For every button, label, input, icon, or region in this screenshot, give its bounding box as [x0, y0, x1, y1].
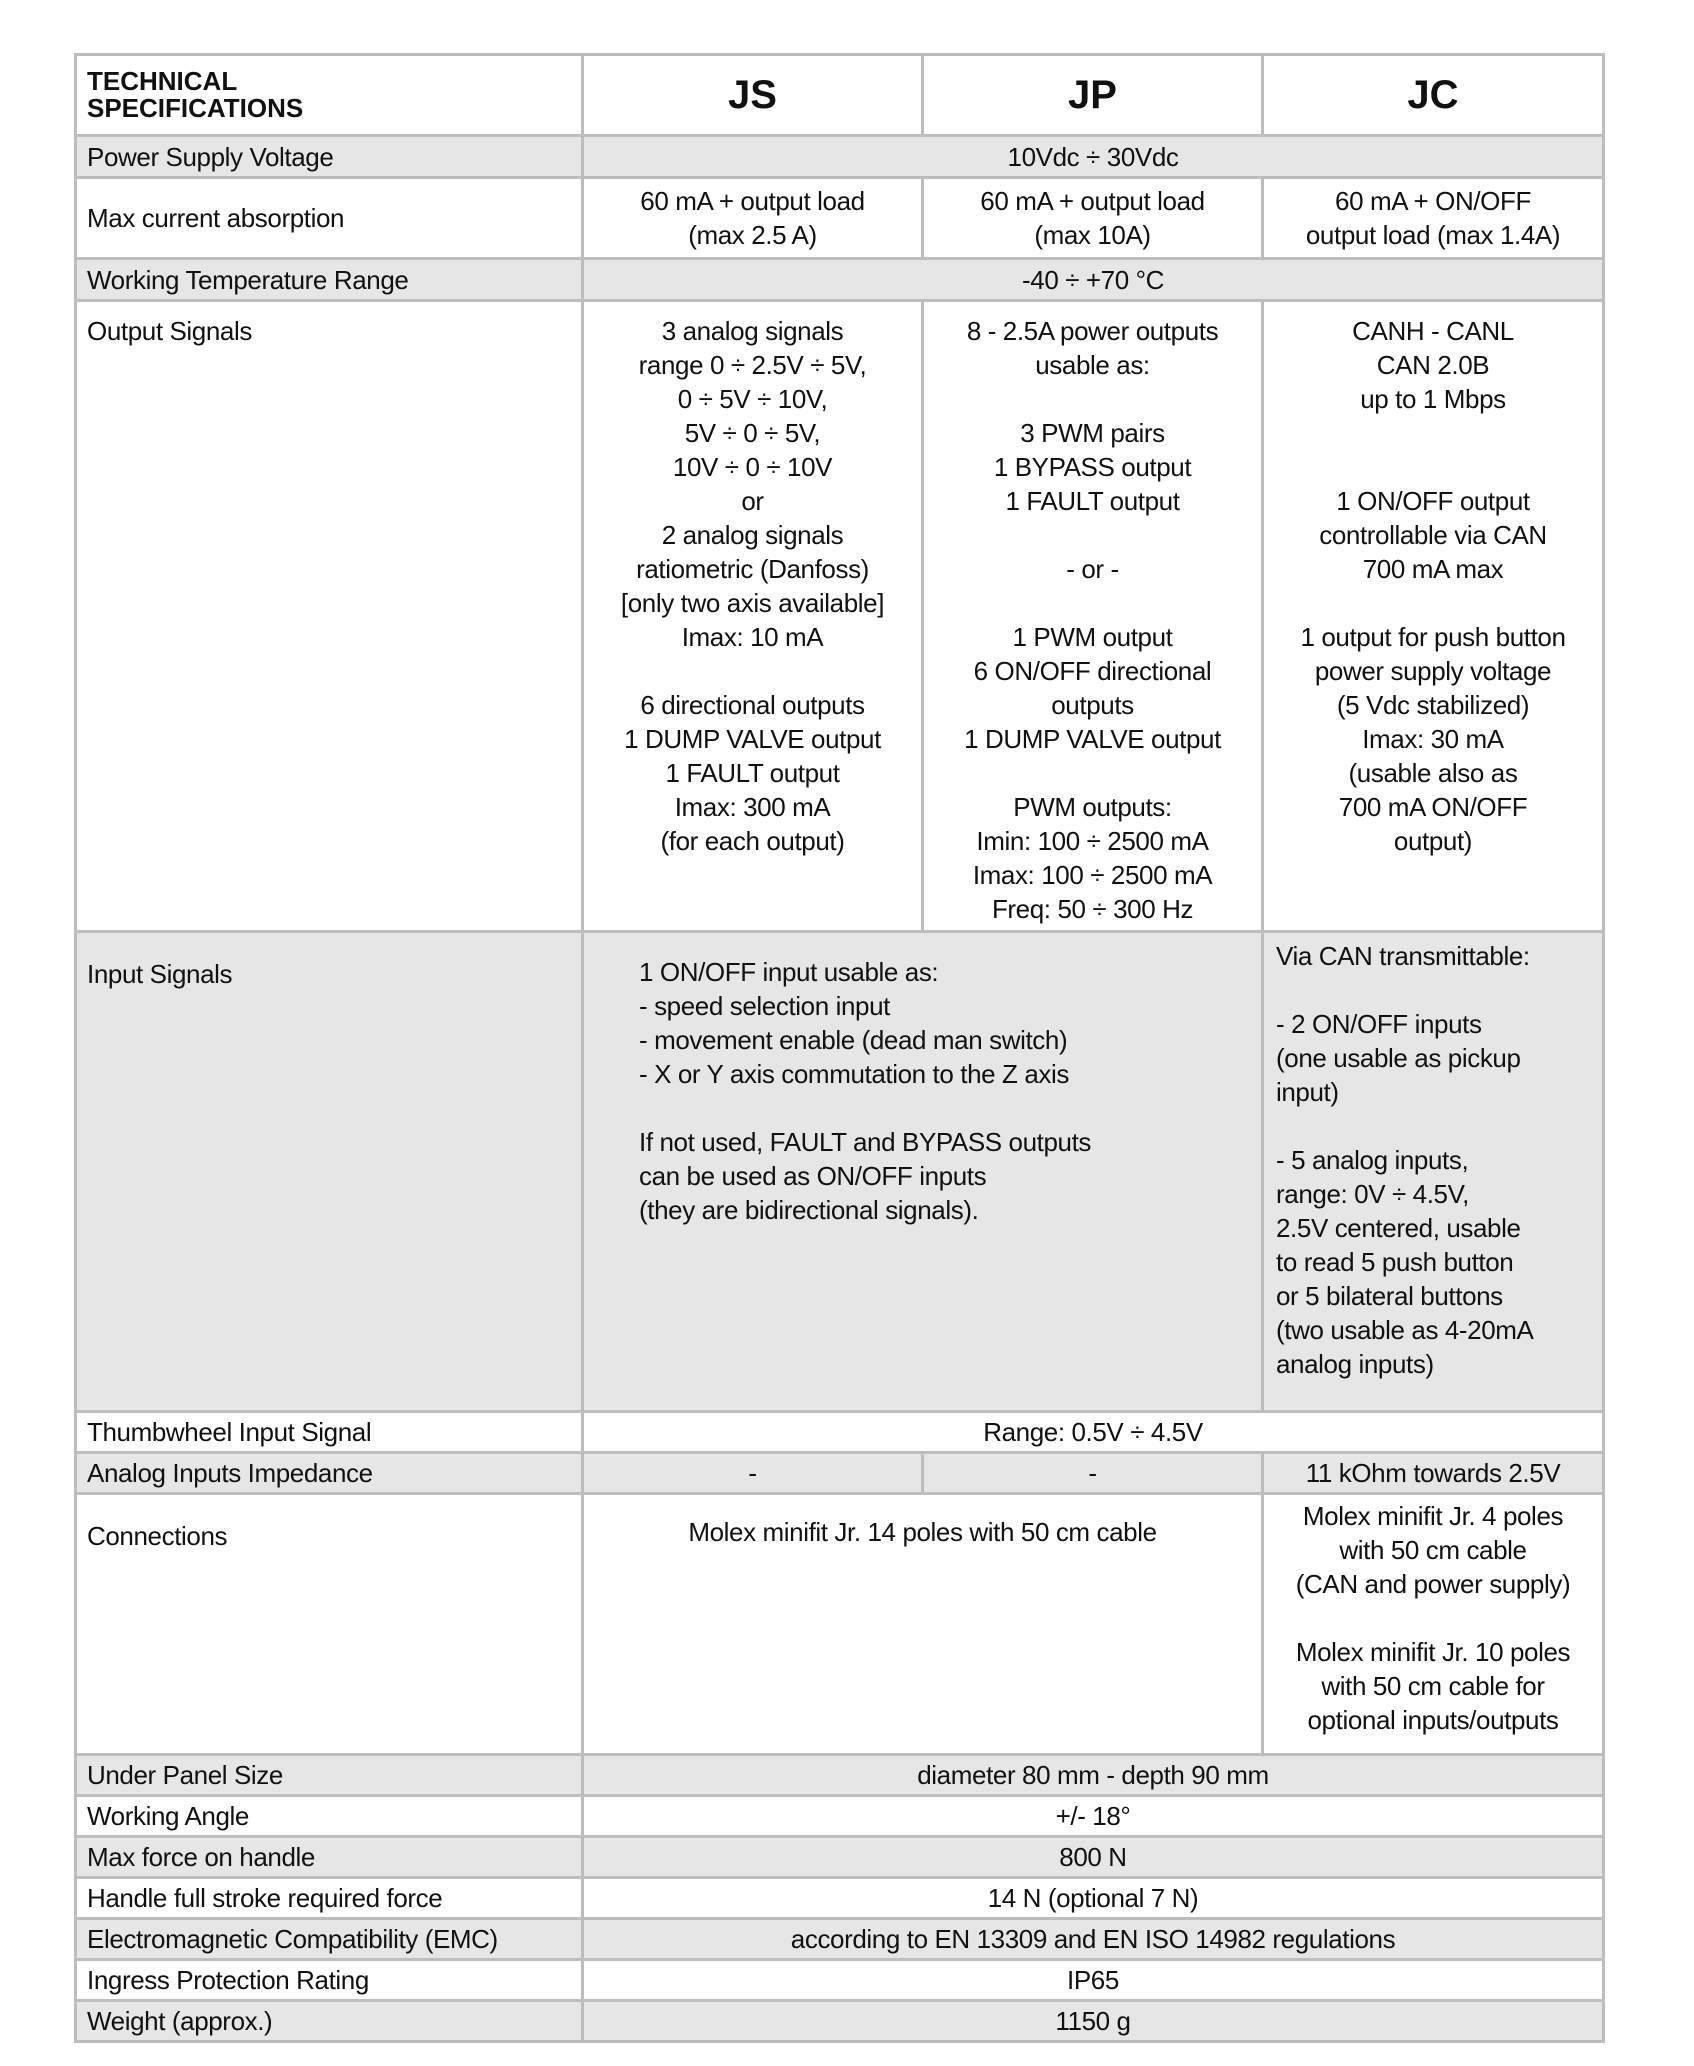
- row-value: 10Vdc ÷ 30Vdc: [581, 134, 1605, 179]
- column-jc: JC: [1261, 53, 1605, 137]
- row-label: Thumbwheel Input Signal: [74, 1410, 584, 1454]
- row-input-signals: Input Signals 1 ON/OFF input usable as: …: [74, 930, 1605, 1413]
- value-jc: CANH - CANL CAN 2.0B up to 1 Mbps 1 ON/O…: [1261, 299, 1605, 933]
- value-jc: Via CAN transmittable: - 2 ON/OFF inputs…: [1261, 930, 1605, 1413]
- row-value: 14 N (optional 7 N): [581, 1876, 1605, 1920]
- row-output-signals: Output Signals 3 analog signals range 0 …: [74, 299, 1605, 933]
- row-value: -40 ÷ +70 °C: [581, 257, 1605, 302]
- row-label: Electromagnetic Compatibility (EMC): [74, 1917, 584, 1961]
- value-js: 60 mA + output load (max 2.5 A): [581, 176, 924, 260]
- row-label: Input Signals: [74, 930, 584, 1413]
- row-panel-size: Under Panel Size diameter 80 mm - depth …: [74, 1753, 1605, 1797]
- row-label: Power Supply Voltage: [74, 134, 584, 179]
- row-label: Weight (approx.): [74, 1999, 584, 2043]
- row-label: Output Signals: [74, 299, 584, 933]
- row-thumbwheel: Thumbwheel Input Signal Range: 0.5V ÷ 4.…: [74, 1410, 1605, 1454]
- column-jp: JP: [921, 53, 1264, 137]
- value-jp: -: [921, 1451, 1264, 1495]
- row-power-supply: Power Supply Voltage 10Vdc ÷ 30Vdc: [74, 134, 1605, 179]
- row-value: diameter 80 mm - depth 90 mm: [581, 1753, 1605, 1797]
- value-jp: 8 - 2.5A power outputs usable as: 3 PWM …: [921, 299, 1264, 933]
- row-value: 800 N: [581, 1835, 1605, 1879]
- row-value: Range: 0.5V ÷ 4.5V: [581, 1410, 1605, 1454]
- value-js-jp: 1 ON/OFF input usable as: - speed select…: [581, 930, 1264, 1413]
- row-impedance: Analog Inputs Impedance - - 11 kOhm towa…: [74, 1451, 1605, 1495]
- row-label: Working Temperature Range: [74, 257, 584, 302]
- row-label: Under Panel Size: [74, 1753, 584, 1797]
- row-ip: Ingress Protection Rating IP65: [74, 1958, 1605, 2002]
- value-jc: 60 mA + ON/OFF output load (max 1.4A): [1261, 176, 1605, 260]
- value-jc: 11 kOhm towards 2.5V: [1261, 1451, 1605, 1495]
- header-row: TECHNICAL SPECIFICATIONS JS JP JC: [74, 53, 1605, 137]
- value-jp: 60 mA + output load (max 10A): [921, 176, 1264, 260]
- row-max-current: Max current absorption 60 mA + output lo…: [74, 176, 1605, 260]
- row-label: Max force on handle: [74, 1835, 584, 1879]
- row-label: Max current absorption: [74, 176, 584, 260]
- row-temperature: Working Temperature Range -40 ÷ +70 °C: [74, 257, 1605, 302]
- row-weight: Weight (approx.) 1150 g: [74, 1999, 1605, 2043]
- row-value: IP65: [581, 1958, 1605, 2002]
- value-jc: Molex minifit Jr. 4 poles with 50 cm cab…: [1261, 1492, 1605, 1756]
- row-emc: Electromagnetic Compatibility (EMC) acco…: [74, 1917, 1605, 1961]
- row-label: Analog Inputs Impedance: [74, 1451, 584, 1495]
- row-value: 1150 g: [581, 1999, 1605, 2043]
- column-js: JS: [581, 53, 924, 137]
- row-working-angle: Working Angle +/- 18°: [74, 1794, 1605, 1838]
- row-max-force: Max force on handle 800 N: [74, 1835, 1605, 1879]
- value-js: 3 analog signals range 0 ÷ 2.5V ÷ 5V, 0 …: [581, 299, 924, 933]
- row-label: Handle full stroke required force: [74, 1876, 584, 1920]
- row-label: Working Angle: [74, 1794, 584, 1838]
- row-value: +/- 18°: [581, 1794, 1605, 1838]
- value-js-jp: Molex minifit Jr. 14 poles with 50 cm ca…: [581, 1492, 1264, 1756]
- row-label: Connections: [74, 1492, 584, 1756]
- row-label: Ingress Protection Rating: [74, 1958, 584, 2002]
- row-stroke-force: Handle full stroke required force 14 N (…: [74, 1876, 1605, 1920]
- value-js: -: [581, 1451, 924, 1495]
- technical-specifications-table: TECHNICAL SPECIFICATIONS JS JP JC Power …: [74, 53, 1605, 2043]
- row-value: according to EN 13309 and EN ISO 14982 r…: [581, 1917, 1605, 1961]
- header-label: TECHNICAL SPECIFICATIONS: [74, 53, 584, 137]
- row-connections: Connections Molex minifit Jr. 14 poles w…: [74, 1492, 1605, 1756]
